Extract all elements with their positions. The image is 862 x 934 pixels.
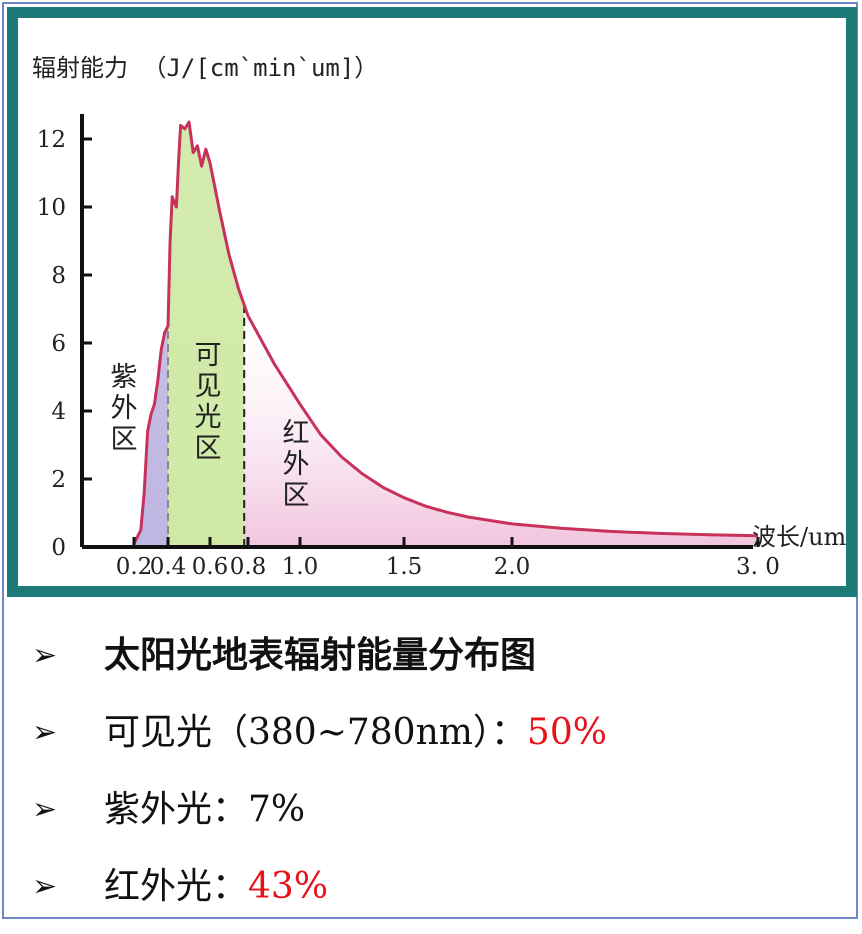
region-label: 外: [111, 393, 138, 424]
x-tick-label: 0.2: [116, 554, 153, 580]
y-tick-label: 8: [51, 263, 66, 289]
region-label: 可: [195, 340, 222, 371]
region-label: 光: [195, 402, 222, 433]
y-tick-label: 10: [37, 195, 66, 221]
chart-panel: 0 2 4 6 8 10 12 0.2 0.4 0.6 0.8 1.0 1.5 2.0 3. 0 辐射能力 （…: [7, 7, 857, 597]
x-tick-label: 0.4: [150, 554, 187, 580]
y-tick-label: 0: [51, 535, 66, 561]
bullet-item-title: ➢ 太阳光地表辐射能量分布图: [32, 626, 832, 703]
x-axis-label: 波长/um: [752, 523, 846, 551]
slide-frame: 0 2 4 6 8 10 12 0.2 0.4 0.6 0.8 1.0 1.5 2.0 3. 0 辐射能力 （…: [2, 2, 858, 919]
region-label: 见: [195, 371, 222, 402]
chart-area: 0 2 4 6 8 10 12 0.2 0.4 0.6 0.8 1.0 1.5 2.0 3. 0 辐射能力 （…: [18, 18, 846, 586]
bullet-list: ➢ 太阳光地表辐射能量分布图 ➢ 可见光（380~780nm）：50% ➢ 紫外…: [32, 626, 832, 934]
bullet-text: 红外光：: [104, 866, 249, 907]
region-fill: [244, 304, 758, 547]
region-label: 紫: [111, 362, 138, 393]
bullet-item-ir: ➢ 红外光：43%: [32, 857, 832, 934]
y-tick-label: 2: [51, 467, 66, 493]
x-tick-label: 1.5: [386, 554, 423, 580]
bullet-text: 紫外光：7%: [104, 789, 306, 830]
arrow-bullet-icon: ➢: [32, 638, 58, 673]
x-tick-label: 2.0: [494, 554, 531, 580]
y-axis-label: 辐射能力 （J/[cm`min`um]）: [32, 54, 378, 82]
solar-radiation-chart: 0 2 4 6 8 10 12 0.20.4 0.6 0.8 1.0 1.5 2.0 3. 0 辐射能力 （…: [32, 54, 846, 580]
y-tick-label: 12: [37, 127, 66, 153]
arrow-bullet-icon: ➢: [32, 715, 58, 750]
region-label: 外: [283, 449, 310, 480]
arrow-bullet-icon: ➢: [32, 869, 58, 904]
bullet-text: 太阳光地表辐射能量分布图: [104, 635, 537, 676]
y-tick-label: 4: [51, 399, 66, 425]
region-label: 区: [111, 424, 138, 455]
bullet-text-wrap: 红外光：43%: [104, 857, 328, 917]
bullet-text-wrap: 可见光（380~780nm）：50%: [104, 703, 607, 763]
x-tick-label: 1.0: [282, 554, 319, 580]
bullet-item-uv: ➢ 紫外光：7%: [32, 780, 832, 857]
x-tick-label: 0.8: [230, 554, 267, 580]
region-fill: [168, 122, 245, 547]
series-curve: [132, 120, 759, 545]
bullet-highlight: 43%: [248, 866, 329, 907]
bullet-highlight: 50%: [526, 712, 607, 753]
region-fill: [134, 326, 168, 547]
bullet-text: 可见光（380~780nm）：: [104, 712, 527, 753]
x-tick-label: 3. 0: [736, 554, 780, 580]
x-tick-label: 0.6: [192, 554, 229, 580]
region-label: 区: [195, 433, 222, 464]
y-tick-label: 6: [51, 331, 66, 357]
bullet-item-visible: ➢ 可见光（380~780nm）：50%: [32, 703, 832, 780]
arrow-bullet-icon: ➢: [32, 792, 58, 827]
region-label: 红: [283, 418, 310, 449]
region-label: 区: [283, 480, 310, 511]
